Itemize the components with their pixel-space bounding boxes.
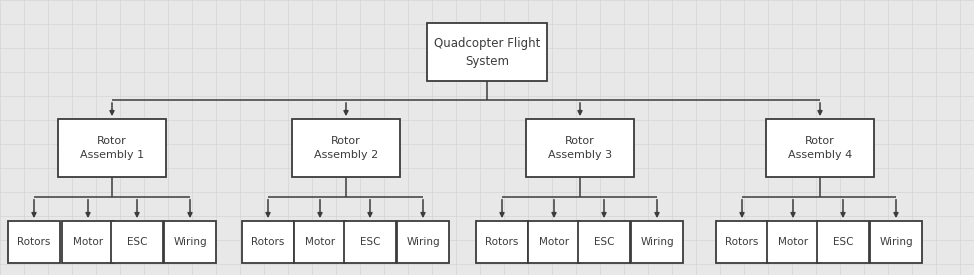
- Bar: [344, 221, 396, 263]
- Bar: [767, 221, 819, 263]
- Text: Wiring: Wiring: [880, 237, 913, 247]
- Text: Wiring: Wiring: [640, 237, 674, 247]
- Text: Rotor
Assembly 2: Rotor Assembly 2: [314, 136, 378, 160]
- Bar: [397, 221, 449, 263]
- Text: Rotors: Rotors: [485, 237, 519, 247]
- Bar: [294, 221, 346, 263]
- Text: Wiring: Wiring: [173, 237, 206, 247]
- Text: ESC: ESC: [833, 237, 853, 247]
- Text: Rotors: Rotors: [726, 237, 759, 247]
- Text: ESC: ESC: [359, 237, 380, 247]
- Text: Motor: Motor: [778, 237, 808, 247]
- Text: Rotor
Assembly 3: Rotor Assembly 3: [548, 136, 612, 160]
- Text: Motor: Motor: [73, 237, 103, 247]
- Bar: [292, 119, 400, 177]
- Text: ESC: ESC: [127, 237, 147, 247]
- Bar: [476, 221, 528, 263]
- Bar: [242, 221, 294, 263]
- Bar: [870, 221, 922, 263]
- Bar: [111, 221, 163, 263]
- Text: Rotor
Assembly 1: Rotor Assembly 1: [80, 136, 144, 160]
- Text: Quadcopter Flight
System: Quadcopter Flight System: [433, 37, 541, 67]
- Bar: [526, 119, 634, 177]
- Bar: [716, 221, 768, 263]
- Bar: [766, 119, 874, 177]
- Bar: [631, 221, 683, 263]
- Text: Motor: Motor: [539, 237, 569, 247]
- Text: Wiring: Wiring: [406, 237, 440, 247]
- Text: Rotor
Assembly 4: Rotor Assembly 4: [788, 136, 852, 160]
- Bar: [8, 221, 60, 263]
- Bar: [817, 221, 869, 263]
- Bar: [58, 119, 166, 177]
- Bar: [427, 23, 547, 81]
- Text: Rotors: Rotors: [251, 237, 284, 247]
- Bar: [62, 221, 114, 263]
- Bar: [164, 221, 216, 263]
- Bar: [578, 221, 630, 263]
- Text: ESC: ESC: [594, 237, 615, 247]
- Text: Motor: Motor: [305, 237, 335, 247]
- Bar: [528, 221, 580, 263]
- Text: Rotors: Rotors: [18, 237, 51, 247]
